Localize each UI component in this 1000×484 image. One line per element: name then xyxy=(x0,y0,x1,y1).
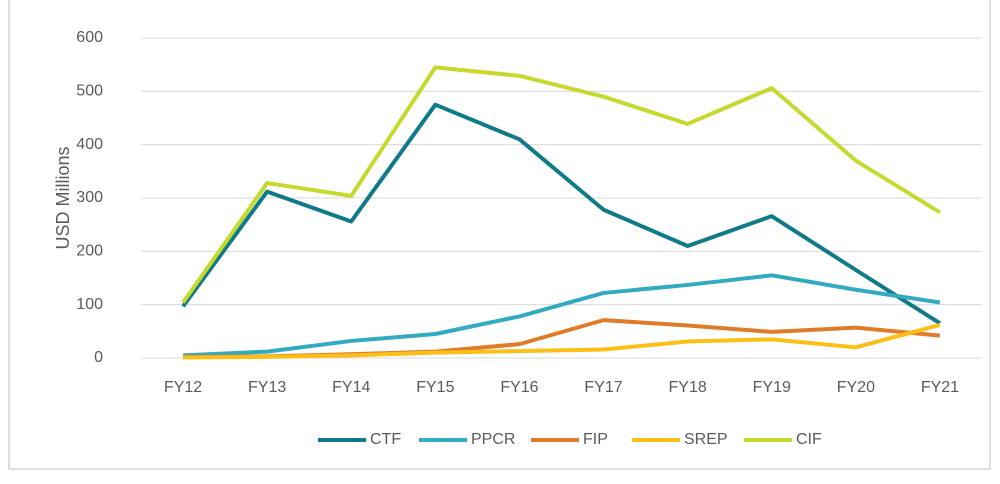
legend-label: CIF xyxy=(796,431,822,448)
y-tick-label: 600 xyxy=(76,29,103,46)
legend-label: CTF xyxy=(370,431,401,448)
x-tick-label: FY21 xyxy=(921,379,959,396)
legend-label: PPCR xyxy=(471,431,515,448)
x-tick-label: FY19 xyxy=(753,379,791,396)
x-tick-label: FY12 xyxy=(164,379,202,396)
legend-label: FIP xyxy=(583,431,608,448)
series-line xyxy=(181,65,941,304)
frame xyxy=(8,0,991,470)
y-axis-label: USD Millions xyxy=(53,146,73,249)
series-line xyxy=(182,273,941,358)
legend-label: SREP xyxy=(684,431,728,448)
x-tick-label: FY16 xyxy=(500,379,538,396)
series-line xyxy=(183,323,941,360)
x-tick-label: FY20 xyxy=(837,379,875,396)
series-line xyxy=(181,102,942,326)
y-tick-label: 500 xyxy=(76,83,103,100)
y-tick-label: 0 xyxy=(94,349,103,366)
y-tick-label: 100 xyxy=(76,296,103,313)
x-tick-label: FY18 xyxy=(669,379,707,396)
x-tick-label: FY14 xyxy=(332,379,370,396)
x-tick-label: FY17 xyxy=(584,379,622,396)
x-tick-label: FY13 xyxy=(248,379,286,396)
y-tick-label: 400 xyxy=(76,136,103,153)
y-tick-label: 300 xyxy=(76,189,103,206)
y-tick-label: 200 xyxy=(76,243,103,260)
x-tick-label: FY15 xyxy=(416,379,454,396)
